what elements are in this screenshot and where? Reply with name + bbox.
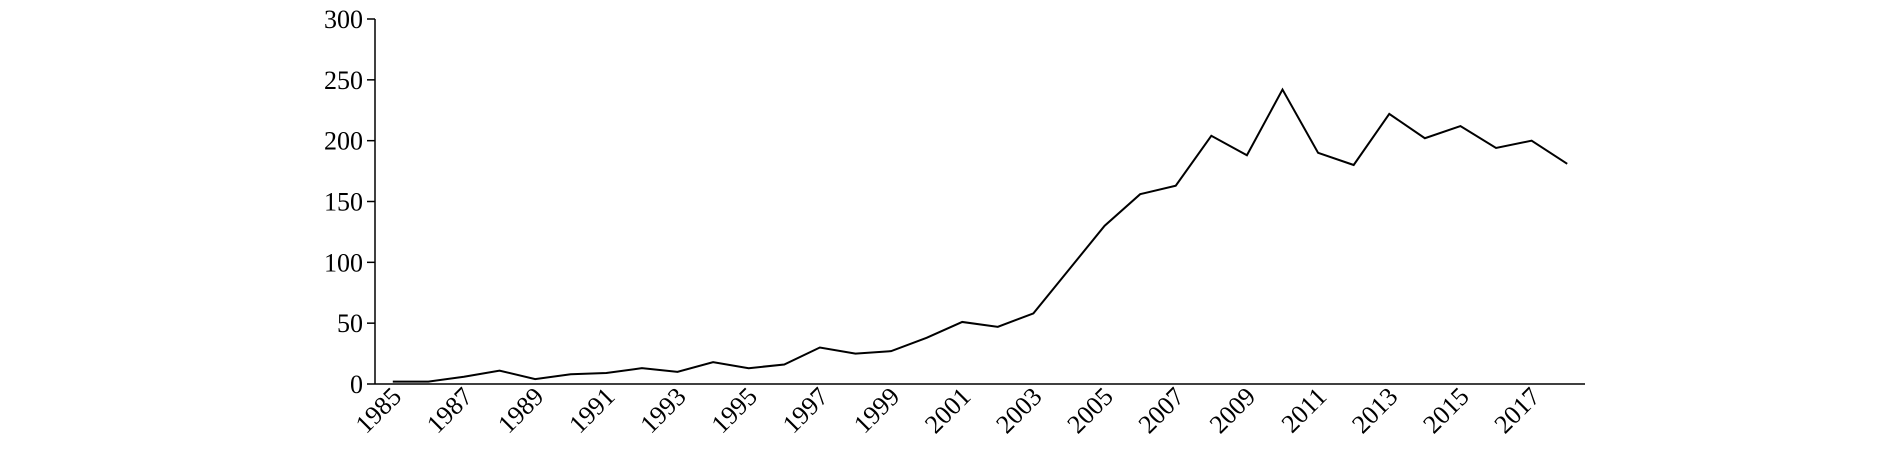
x-tick-label: 2013 (1346, 382, 1403, 439)
x-tick-label: 1989 (492, 382, 549, 439)
x-tick-label: 1997 (777, 382, 834, 439)
x-tick-label: 2007 (1133, 382, 1190, 439)
x-tick-label: 1987 (421, 382, 478, 439)
y-tick-label: 250 (324, 66, 363, 95)
x-tick-label: 1999 (848, 382, 905, 439)
x-tick-label: 2011 (1276, 382, 1333, 439)
x-tick-label: 1995 (706, 382, 763, 439)
x-tick-label: 2015 (1417, 382, 1474, 439)
x-tick-label: 2001 (919, 382, 976, 439)
y-tick-label: 300 (324, 5, 363, 34)
x-tick-label: 2005 (1062, 382, 1119, 439)
y-tick-label: 100 (324, 248, 363, 277)
y-tick-label: 50 (337, 309, 363, 338)
data-line (392, 87, 1568, 383)
x-tick-label: 2017 (1489, 382, 1546, 439)
x-tick-label: 1993 (634, 382, 691, 439)
x-tick-label: 2009 (1204, 382, 1261, 439)
x-tick-label: 2003 (990, 382, 1047, 439)
x-tick-label: 1991 (563, 382, 620, 439)
y-tick-label: 200 (324, 127, 363, 156)
y-tick-label: 150 (324, 188, 363, 217)
y-tick-label: 0 (350, 370, 363, 399)
